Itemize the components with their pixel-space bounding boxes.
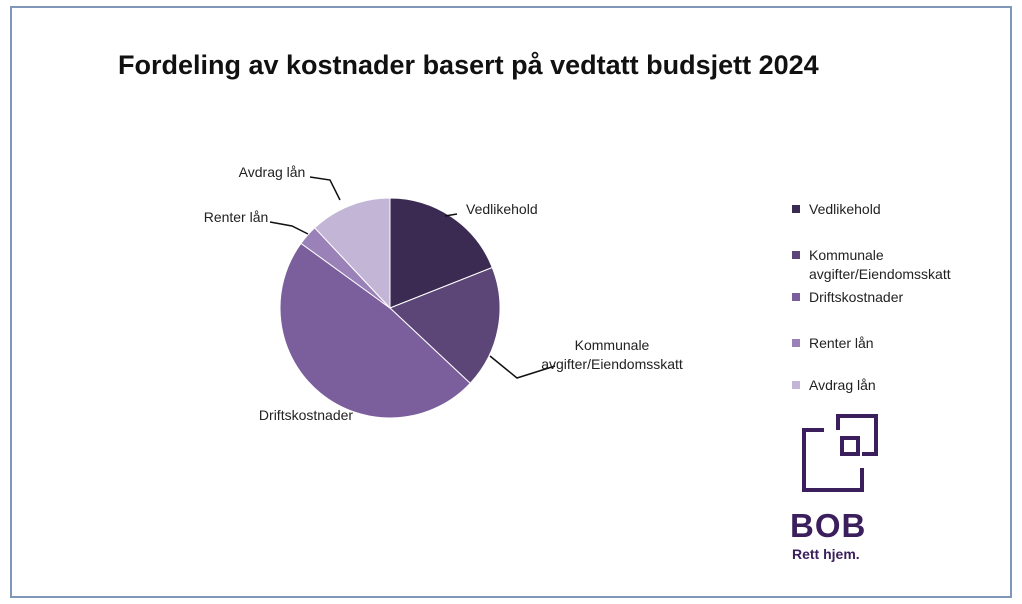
slide-frame (10, 6, 1012, 598)
slice-label-2: Driftskostnader (259, 407, 353, 423)
chart-title: Fordeling av kostnader basert på vedtatt… (118, 50, 819, 80)
legend-label-2: Driftskostnader (809, 289, 904, 305)
legend-item-3: Renter lån (792, 334, 874, 353)
legend-swatch-3 (792, 339, 800, 347)
bob-logo: BOB Rett hjem. (790, 412, 910, 572)
leader-line-4 (309, 176, 341, 201)
legend-swatch-2 (792, 293, 800, 301)
slice-label-0: Vedlikehold (466, 201, 538, 217)
logo-word: BOB (790, 507, 867, 544)
logo-tagline: Rett hjem. (792, 546, 860, 562)
legend-item-1: Kommunale avgifter/Eiendomsskatt (792, 246, 951, 284)
leader-line-3 (269, 221, 309, 235)
leader-line-0 (444, 213, 458, 217)
legend-swatch-0 (792, 205, 800, 213)
leader-line-1 (489, 355, 556, 379)
slice-label-1: Kommunale avgifter/Eiendomsskatt (541, 337, 683, 372)
slice-label-3: Renter lån (204, 209, 269, 225)
legend-item-2: Driftskostnader (792, 288, 903, 307)
legend-label-3: Renter lån (809, 335, 874, 351)
legend-swatch-4 (792, 381, 800, 389)
legend-swatch-1 (792, 251, 800, 259)
legend-label-4: Avdrag lån (809, 377, 876, 393)
pie-slice-2 (279, 242, 471, 419)
bob-logo-icon (802, 414, 878, 492)
pie-slice-0 (389, 197, 493, 309)
legend-label-0: Vedlikehold (809, 201, 881, 217)
legend-label-1: Kommunale avgifter/Eiendomsskatt (809, 247, 951, 282)
pie-slice-4 (313, 197, 391, 310)
legend-item-0: Vedlikehold (792, 200, 881, 219)
pie-slice-1 (389, 266, 501, 385)
legend-item-4: Avdrag lån (792, 376, 876, 395)
slice-label-4: Avdrag lån (239, 164, 306, 180)
